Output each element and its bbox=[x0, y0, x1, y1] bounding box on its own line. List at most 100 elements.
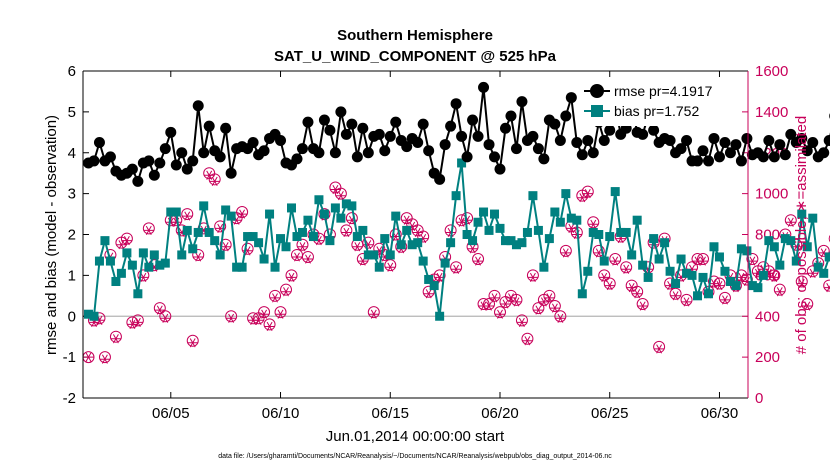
rmse-point bbox=[692, 155, 704, 167]
rmse-point bbox=[401, 141, 413, 153]
obs-assimilated-point bbox=[796, 278, 807, 289]
bias-point bbox=[276, 234, 286, 244]
rmse-point bbox=[494, 163, 506, 175]
rmse-point bbox=[247, 137, 259, 149]
obs-possible-point bbox=[493, 306, 506, 319]
series-rmse bbox=[82, 81, 830, 187]
legend-bias-marker bbox=[591, 105, 603, 117]
bias-point bbox=[610, 187, 620, 197]
bias-point bbox=[791, 256, 801, 266]
rmse-point bbox=[598, 134, 610, 146]
bias-point bbox=[616, 227, 626, 237]
obs-assimilated-point bbox=[698, 256, 708, 266]
bias-point bbox=[665, 266, 675, 276]
bias-point bbox=[583, 266, 593, 276]
bias-point bbox=[303, 215, 313, 225]
bias-point bbox=[671, 279, 681, 289]
bias-point bbox=[627, 250, 637, 260]
rmse-point bbox=[412, 137, 424, 149]
rmse-point bbox=[192, 100, 204, 112]
bias-point bbox=[144, 262, 154, 272]
obs-assimilated-point bbox=[527, 272, 538, 282]
rmse-point bbox=[730, 139, 742, 151]
bias-point bbox=[588, 227, 598, 237]
obs-assimilated-point bbox=[226, 313, 237, 323]
bias-point bbox=[517, 238, 527, 248]
rmse-point bbox=[159, 143, 171, 155]
bias-point bbox=[775, 260, 785, 270]
bias-point bbox=[500, 236, 510, 246]
obs-possible-point bbox=[98, 351, 111, 364]
obs-assimilated-point bbox=[281, 287, 291, 297]
obs-assimilated-point bbox=[720, 295, 730, 305]
bias-point bbox=[374, 262, 384, 272]
data-file-footer: data file: /Users/gharamti/Documents/NCA… bbox=[218, 453, 612, 460]
bias-point bbox=[769, 242, 779, 252]
bias-point bbox=[254, 238, 264, 248]
obs-possible-point bbox=[636, 297, 649, 310]
bias-point bbox=[83, 309, 93, 319]
obs-assimilated-point bbox=[160, 313, 171, 323]
chart-subtitle: SAT_U_WIND_COMPONENT @ 525 hPa bbox=[274, 48, 557, 65]
rmse-point bbox=[291, 153, 303, 165]
rmse-point bbox=[346, 118, 358, 130]
bias-point bbox=[632, 215, 642, 225]
obs-assimilated-point bbox=[237, 209, 248, 219]
obs-possible-point bbox=[417, 230, 430, 243]
bias-point bbox=[682, 268, 692, 278]
obs-possible-point bbox=[142, 222, 155, 235]
rmse-point bbox=[735, 155, 747, 167]
obs-assimilated-point bbox=[193, 252, 204, 262]
bias-point bbox=[621, 227, 631, 237]
rmse-point bbox=[532, 143, 544, 155]
obs-possible-point bbox=[795, 275, 808, 288]
obs-assimilated-point bbox=[385, 262, 396, 272]
obs-assimilated-point bbox=[286, 272, 297, 282]
bias-point bbox=[446, 238, 456, 248]
obs-possible-point bbox=[258, 306, 271, 319]
obs-assimilated-point bbox=[154, 305, 165, 315]
obs-possible-point bbox=[340, 224, 353, 237]
bias-point bbox=[528, 191, 538, 201]
rmse-point bbox=[785, 128, 797, 140]
x-tick-label: 06/20 bbox=[481, 405, 519, 422]
obs-possible-point bbox=[691, 253, 704, 266]
rmse-point bbox=[719, 137, 731, 149]
bias-point bbox=[522, 227, 532, 237]
rmse-point bbox=[681, 134, 693, 146]
obs-possible-point bbox=[823, 279, 830, 292]
bias-point bbox=[544, 234, 554, 244]
y-tick-label: 5 bbox=[68, 104, 76, 121]
obs-possible-point bbox=[483, 297, 496, 310]
bias-point bbox=[572, 215, 582, 225]
rmse-point bbox=[275, 134, 287, 146]
bias-point bbox=[116, 268, 126, 278]
bias-point bbox=[232, 262, 242, 272]
obs-assimilated-point bbox=[549, 303, 560, 313]
rmse-point bbox=[757, 151, 769, 163]
rmse-point bbox=[384, 130, 396, 142]
rmse-point bbox=[779, 149, 791, 161]
bias-point bbox=[171, 207, 181, 217]
obs-assimilated-point bbox=[489, 293, 500, 303]
bias-point bbox=[319, 209, 329, 219]
bias-point bbox=[391, 211, 401, 221]
bias-point bbox=[259, 254, 269, 264]
obs-assimilated-point bbox=[143, 225, 154, 235]
obs-possible-point bbox=[153, 302, 166, 315]
obs-possible-point bbox=[472, 253, 485, 266]
bias-point bbox=[758, 270, 768, 280]
obs-possible-point bbox=[488, 289, 501, 302]
bias-point bbox=[215, 250, 225, 260]
bias-point bbox=[363, 250, 373, 260]
bias-point bbox=[808, 213, 818, 223]
obs-assimilated-point bbox=[275, 309, 286, 319]
obs-assimilated-point bbox=[121, 236, 132, 246]
bias-point bbox=[451, 191, 461, 201]
bias-point bbox=[94, 256, 104, 266]
bias-point bbox=[484, 225, 494, 235]
x-tick-label: 06/10 bbox=[262, 405, 300, 422]
rmse-point bbox=[527, 130, 539, 142]
bias-point bbox=[731, 281, 741, 291]
